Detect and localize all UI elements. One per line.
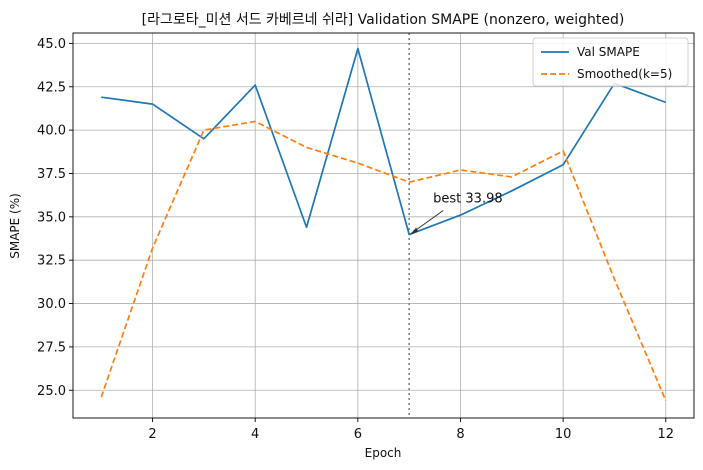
x-tick-label: 6	[354, 427, 362, 442]
y-tick-label: 37.5	[37, 167, 66, 182]
legend-label: Smoothed(k=5)	[577, 67, 672, 81]
x-tick-label: 8	[456, 427, 464, 442]
grid-lines	[73, 33, 694, 418]
legend-label: Val SMAPE	[577, 45, 640, 59]
y-tick-label: 32.5	[37, 254, 66, 269]
series-line-val-smape	[101, 47, 667, 236]
y-tick-label: 25.0	[37, 384, 66, 399]
legend-box	[532, 37, 689, 87]
plot-frame	[72, 32, 695, 419]
annotation-arrow-head	[410, 227, 419, 235]
best-annotation: best 33.98	[410, 192, 503, 235]
legend: Val SMAPE Smoothed(k=5)	[532, 37, 689, 87]
x-tick-label: 4	[251, 427, 259, 442]
y-tick-label: 45.0	[37, 37, 66, 52]
x-axis-label: Epoch	[365, 446, 402, 460]
y-tick-label: 27.5	[37, 340, 66, 355]
series-line-smoothed	[100, 120, 667, 401]
chart-title: [라그로타_미션 서드 카베르네 쉬라] Validation SMAPE (n…	[142, 12, 625, 28]
plot-area-border	[72, 32, 695, 419]
best-annotation-label: best 33.98	[433, 192, 502, 207]
axis-ticks: 2 4 6 8 10 12 25.0 27.5 30.0 32.5 35.0 37.5 40.0 42.5…	[37, 37, 674, 442]
series-lines	[100, 47, 667, 401]
y-tick-label: 30.0	[37, 297, 66, 312]
y-tick-label: 35.0	[37, 210, 66, 225]
y-axis-label: SMAPE (%)	[8, 193, 22, 259]
y-tick-label: 40.0	[37, 124, 66, 139]
y-tick-label: 42.5	[37, 80, 66, 95]
x-tick-label: 12	[657, 427, 674, 442]
x-tick-label: 2	[148, 427, 156, 442]
x-tick-label: 10	[555, 427, 572, 442]
